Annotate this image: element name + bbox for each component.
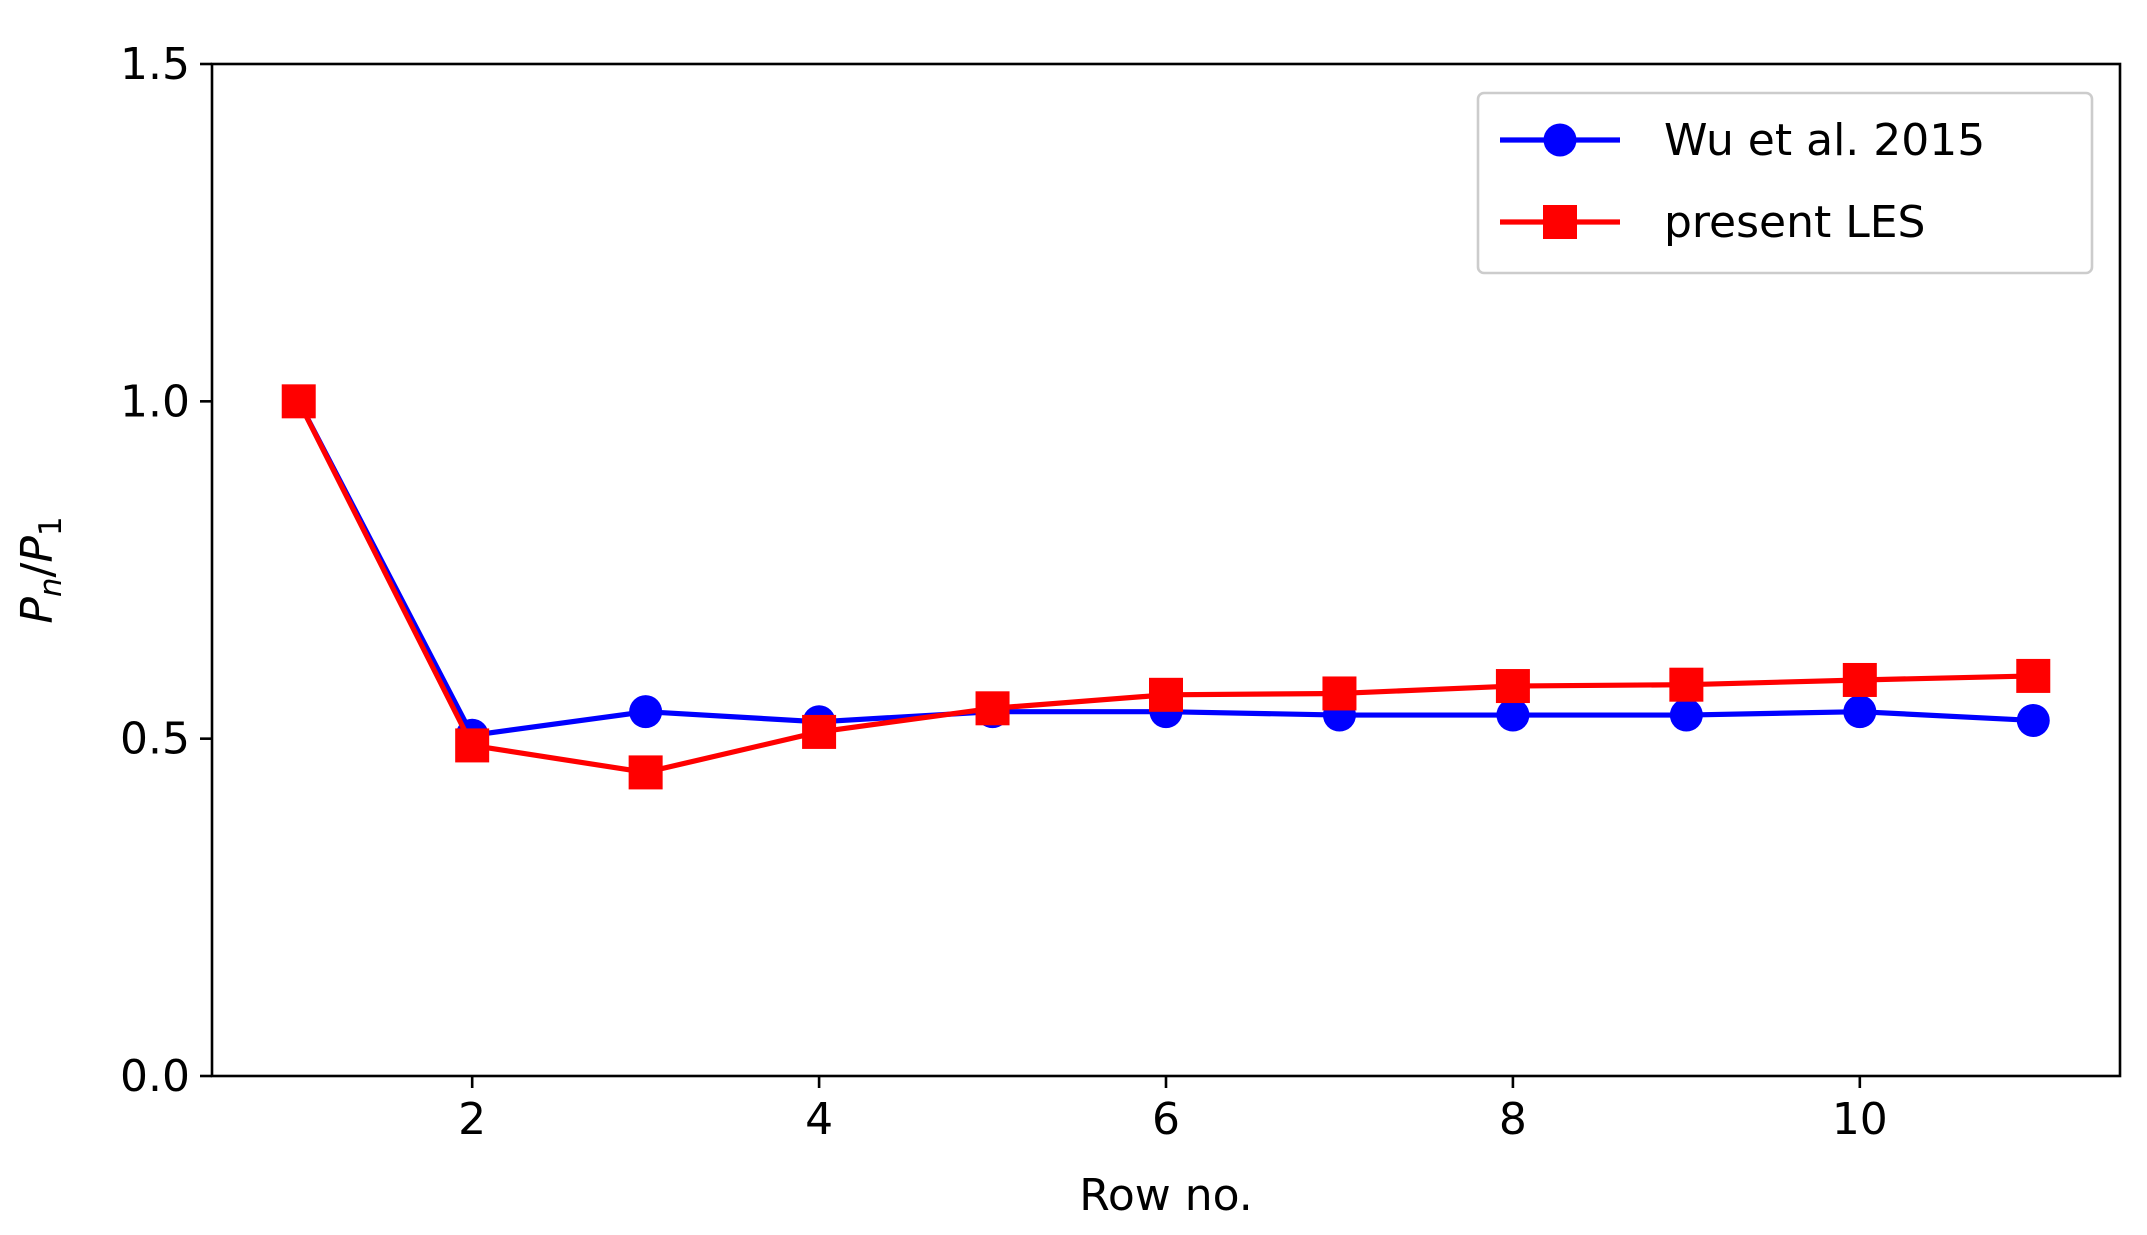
x-axis-ticks: 2 4 6 8 10 — [458, 1076, 1888, 1145]
y-tick-label: 1.0 — [120, 376, 190, 427]
y-axis-label-sep: / — [12, 562, 63, 577]
legend-entries: Wu et al. 2015 present LES — [1500, 115, 1985, 248]
data-point — [455, 728, 490, 763]
y-tick-label: 0.5 — [120, 714, 190, 765]
legend-marker — [1543, 123, 1577, 157]
x-tick-label: 10 — [1832, 1094, 1888, 1145]
data-point — [2016, 658, 2051, 693]
x-axis-label: Row no. — [1079, 1170, 1253, 1221]
y-axis-label-base2: P — [12, 536, 63, 563]
data-point — [975, 691, 1010, 726]
data-point — [281, 384, 316, 419]
legend-label: present LES — [1664, 197, 1926, 248]
data-point — [1496, 698, 1530, 732]
legend-marker — [1543, 205, 1577, 239]
data-point — [1669, 698, 1703, 732]
x-tick-label: 4 — [805, 1094, 833, 1145]
data-point — [1843, 695, 1877, 729]
y-axis-label-sub1: n — [33, 577, 69, 597]
data-point — [1495, 669, 1530, 704]
x-tick-label: 8 — [1499, 1094, 1527, 1145]
series-2 — [281, 384, 2051, 790]
x-tick-label: 2 — [458, 1094, 486, 1145]
legend-entry: Wu et al. 2015 — [1500, 115, 1985, 166]
legend-box — [1476, 91, 2094, 275]
data-point — [1149, 677, 1183, 712]
data-point — [629, 695, 663, 729]
data-point — [1322, 676, 1357, 711]
y-tick-label: 0.0 — [120, 1051, 190, 1102]
legend-label: Wu et al. 2015 — [1664, 115, 1985, 166]
y-axis-ticks: 0.0 0.5 1.0 1.5 — [120, 39, 212, 1102]
data-point — [1842, 662, 1877, 697]
legend-entry: present LES — [1500, 197, 1926, 248]
y-axis-label-base1: P — [12, 597, 63, 624]
data-point — [628, 755, 663, 790]
x-tick-label: 6 — [1152, 1094, 1180, 1145]
y-axis-label-sub2: 1 — [33, 516, 69, 536]
data-point — [2016, 703, 2050, 737]
y-axis-label: Pn/P1 — [12, 516, 69, 623]
data-point — [802, 714, 837, 749]
data-point — [1669, 667, 1704, 702]
legend: Wu et al. 2015 present LES — [1476, 91, 2094, 275]
series-layer — [281, 384, 2051, 790]
y-tick-label: 1.5 — [120, 39, 190, 90]
